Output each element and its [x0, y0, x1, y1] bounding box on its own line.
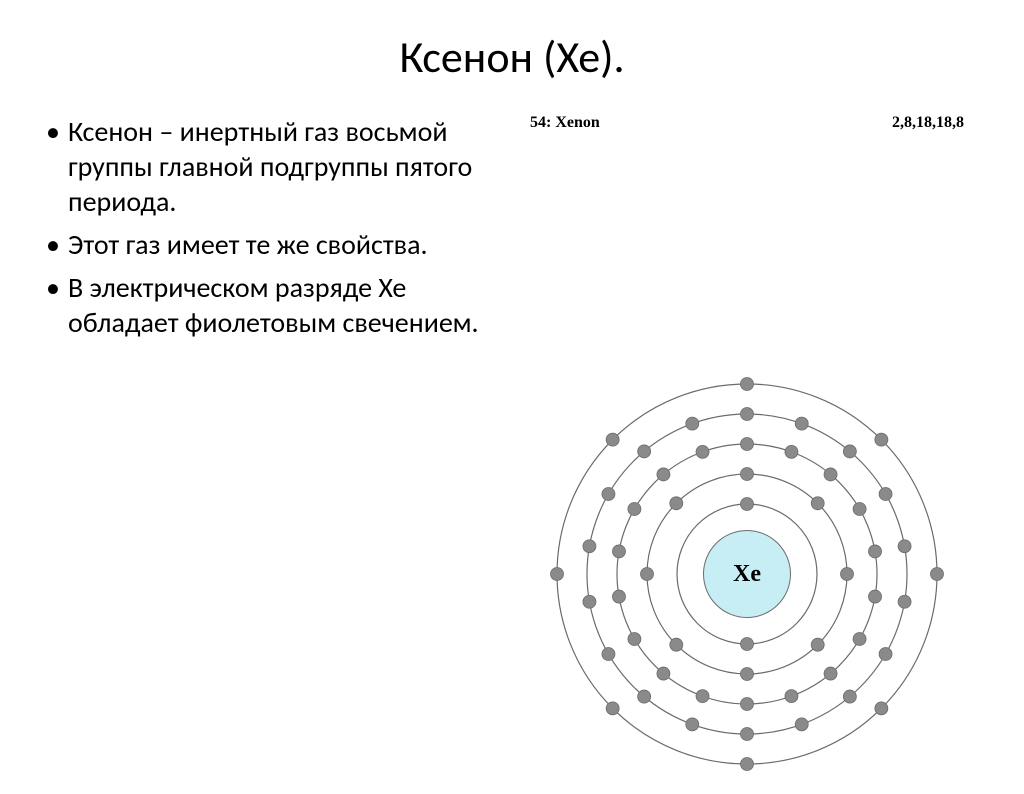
content-area: Ксенон – инертный газ восьмой группы гла… — [0, 114, 1024, 348]
nucleus: Xe — [703, 530, 791, 618]
atom-label-config: 2,8,18,18,8 — [892, 114, 964, 132]
diagram-column: 54: Xenon 2,8,18,18,8 Xe — [510, 114, 984, 348]
page-title: Ксенон (Хе). — [0, 0, 1024, 114]
atom-label-number: 54: Xenon — [530, 114, 600, 132]
atom-diagram: Xe — [527, 354, 967, 794]
text-column: Ксенон – инертный газ восьмой группы гла… — [40, 114, 510, 348]
list-item: Этот газ имеет те же свойства. — [40, 227, 490, 262]
nucleus-label: Xe — [733, 561, 761, 588]
list-item: В электрическом разряде Xe обладает фиол… — [40, 270, 490, 340]
list-item: Ксенон – инертный газ восьмой группы гла… — [40, 114, 490, 219]
bullet-list: Ксенон – инертный газ восьмой группы гла… — [40, 114, 490, 340]
